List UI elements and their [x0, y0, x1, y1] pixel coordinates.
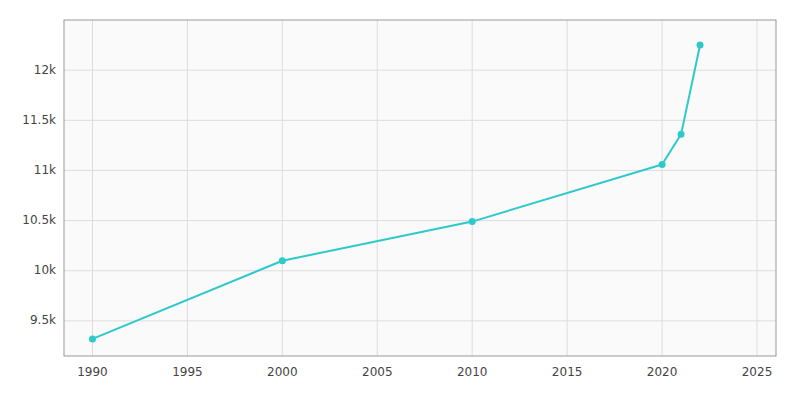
plot-frame [64, 20, 776, 356]
chart: 9.5k 10k 10.5k 11k 11.5k 12k 1990 1995 2000 2005 2… [0, 0, 800, 400]
grid-line [472, 20, 473, 356]
y-tick-label: 12k [34, 63, 56, 77]
grid-line [567, 20, 568, 356]
x-tick-label: 2025 [742, 365, 773, 379]
series [89, 42, 704, 343]
y-tick-label: 11k [34, 163, 56, 177]
point [279, 257, 286, 264]
grid-line [64, 220, 776, 221]
grid-line [92, 20, 93, 356]
grid [64, 20, 776, 356]
x-tick-label: 2015 [552, 365, 583, 379]
grid-line [757, 20, 758, 356]
grid-line [377, 20, 378, 356]
point [659, 161, 666, 168]
x-tick-label: 1995 [172, 365, 203, 379]
grid-line [282, 20, 283, 356]
y-tick-label: 9.5k [30, 313, 56, 327]
grid-line [64, 120, 776, 121]
y-tick-label: 10k [34, 263, 56, 277]
x-tick-label: 1990 [77, 365, 108, 379]
x-tick-label: 2010 [457, 365, 488, 379]
line [92, 45, 700, 339]
point [697, 42, 704, 49]
y-tick-label: 10.5k [22, 213, 56, 227]
x-tick-label: 2020 [647, 365, 678, 379]
grid-line [64, 270, 776, 271]
point [89, 335, 96, 342]
point [469, 218, 476, 225]
x-tick-label: 2000 [267, 365, 298, 379]
chart-container: 9.5k 10k 10.5k 11k 11.5k 12k 1990 1995 2000 2005 2… [0, 0, 800, 400]
axes: 9.5k 10k 10.5k 11k 11.5k 12k 1990 1995 2000 2005 2… [22, 63, 772, 379]
x-tick-label: 2005 [362, 365, 393, 379]
grid-line [662, 20, 663, 356]
grid-line [187, 20, 188, 356]
y-tick-label: 11.5k [22, 113, 56, 127]
plot-area [64, 20, 776, 356]
point [678, 131, 685, 138]
grid-line [64, 170, 776, 171]
grid-line [64, 70, 776, 71]
grid-line [64, 320, 776, 321]
